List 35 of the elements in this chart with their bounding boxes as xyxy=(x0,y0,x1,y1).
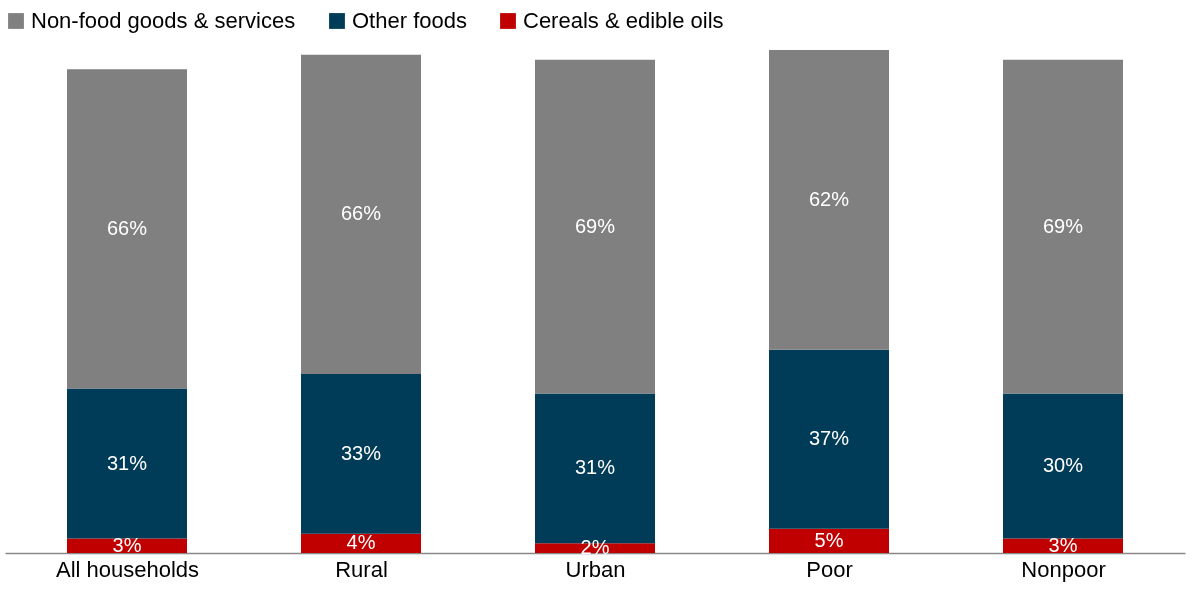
data-label: 33% xyxy=(340,441,382,464)
legend-label: Non-food goods & services xyxy=(31,8,296,33)
bar xyxy=(1003,59,1123,394)
legend-label: Cereals & edible oils xyxy=(523,8,724,33)
data-label: 62% xyxy=(808,187,850,210)
data-label: 2% xyxy=(580,536,610,559)
x-tick-label: All households xyxy=(55,556,200,582)
data-label: 31% xyxy=(106,451,148,474)
data-label: 3% xyxy=(112,533,142,556)
bar xyxy=(535,59,655,394)
data-label: 5% xyxy=(814,528,844,551)
data-label: 66% xyxy=(340,202,382,225)
bar xyxy=(67,388,187,539)
bar xyxy=(769,50,889,350)
bar xyxy=(301,54,421,375)
data-label: 69% xyxy=(574,214,616,237)
data-label: 4% xyxy=(346,531,376,554)
bar xyxy=(1003,393,1123,539)
data-label: 69% xyxy=(1042,214,1084,237)
x-tick-label: Rural xyxy=(335,556,388,582)
data-label: 3% xyxy=(1048,533,1078,556)
bar xyxy=(769,349,889,529)
x-tick-label: Nonpoor xyxy=(1021,556,1106,582)
bar xyxy=(769,528,889,553)
legend-label: Other foods xyxy=(352,8,467,33)
x-tick-label: Urban xyxy=(565,556,626,582)
bar xyxy=(67,69,187,389)
x-tick-label: Poor xyxy=(806,556,853,582)
bar xyxy=(67,538,187,553)
bar xyxy=(1003,538,1123,553)
data-label: 37% xyxy=(808,427,850,450)
data-label: 31% xyxy=(574,456,616,479)
data-label: 30% xyxy=(1042,453,1084,476)
data-label: 66% xyxy=(106,216,148,239)
bar xyxy=(301,374,421,534)
